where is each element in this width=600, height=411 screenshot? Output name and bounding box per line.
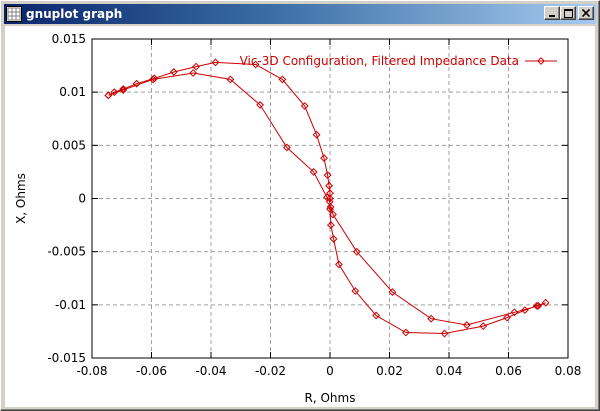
- window-title: gnuplot graph: [26, 7, 123, 21]
- data-point-marker: [352, 247, 361, 256]
- title-bar[interactable]: gnuplot graph: [4, 4, 596, 24]
- data-point-marker: [226, 75, 235, 84]
- data-point-marker: [189, 69, 198, 77]
- data-point-marker: [300, 102, 309, 110]
- data-point-marker: [169, 68, 178, 76]
- legend-marker: [537, 57, 545, 65]
- x-tick-label: -0.02: [255, 364, 286, 378]
- x-tick-label: 0: [326, 364, 334, 378]
- data-point-marker: [427, 314, 436, 323]
- data-point-marker: [251, 60, 260, 69]
- y-tick-label: -0.01: [55, 298, 86, 312]
- data-point-marker: [326, 221, 335, 229]
- data-point-marker: [329, 234, 338, 243]
- x-tick-label: -0.06: [136, 364, 167, 378]
- data-point-marker: [119, 86, 128, 94]
- x-tick-label: 0.04: [436, 364, 463, 378]
- plot-area: -0.08 -0.06 -0.04 -0.02 0 0.02 0.04 0.06 0.08 0.0…: [5, 26, 595, 407]
- data-point-marker: [335, 260, 343, 269]
- data-point-marker: [256, 101, 264, 109]
- y-tick-label: 0: [78, 192, 86, 206]
- data-point-marker: [534, 301, 543, 310]
- data-point-marker: [401, 328, 410, 337]
- data-point-marker: [149, 75, 157, 84]
- data-point-marker: [351, 287, 360, 295]
- y-tick-label: -0.015: [47, 351, 86, 365]
- data-point-marker: [119, 85, 128, 93]
- x-tick-label: -0.08: [76, 364, 107, 378]
- maximize-button[interactable]: [560, 6, 576, 20]
- data-point-marker: [503, 313, 511, 322]
- x-tick-label: -0.04: [195, 364, 226, 378]
- data-point-marker: [372, 311, 381, 320]
- data-point-marker: [211, 58, 220, 67]
- data-point-marker: [323, 171, 332, 180]
- series-line: [108, 61, 546, 335]
- y-tick-label: 0.015: [52, 32, 86, 46]
- close-button[interactable]: [578, 6, 594, 20]
- data-point-marker: [462, 321, 471, 329]
- x-tick-label: 0.02: [376, 364, 403, 378]
- x-axis-label: R, Ohms: [305, 391, 356, 405]
- data-point-marker: [110, 88, 119, 97]
- impedance-chart: -0.08 -0.06 -0.04 -0.02 0 0.02 0.04 0.06 0.08 0.0…: [14, 32, 581, 405]
- data-point-marker: [388, 288, 397, 296]
- data-point-marker: [312, 130, 321, 139]
- data-point-marker: [132, 79, 141, 88]
- data-point-marker: [192, 62, 201, 71]
- minimize-button[interactable]: [544, 6, 560, 20]
- data-point-marker: [104, 91, 113, 100]
- series: [104, 58, 550, 338]
- data-point-marker: [479, 322, 488, 331]
- data-point-marker: [325, 181, 334, 190]
- data-point-marker: [440, 329, 449, 338]
- data-point-marker: [326, 189, 334, 198]
- data-point-marker: [323, 193, 331, 202]
- legend: Vic-3D Configuration, Filtered Impedance…: [240, 54, 557, 68]
- x-tick-label: 0.08: [555, 364, 582, 378]
- data-point-marker: [510, 308, 519, 317]
- data-point-marker: [520, 306, 529, 315]
- y-axis-label: X, Ohms: [14, 173, 28, 224]
- data-point-marker: [309, 168, 318, 176]
- y-tick-label: -0.005: [47, 245, 86, 259]
- data-point-marker: [278, 75, 287, 84]
- legend-label: Vic-3D Configuration, Filtered Impedance…: [240, 54, 519, 68]
- data-point-marker: [326, 194, 334, 203]
- close-icon: [582, 9, 590, 17]
- data-point-marker: [320, 154, 328, 163]
- data-point-marker: [541, 298, 550, 307]
- data-point-marker: [532, 301, 541, 310]
- minimize-icon: [549, 15, 555, 17]
- data-point-marker: [282, 143, 291, 152]
- data-point-marker: [329, 210, 337, 219]
- data-point-marker: [326, 203, 335, 211]
- y-tick-label: 0.005: [52, 138, 86, 152]
- data-point-marker: [104, 91, 113, 100]
- maximize-icon: [563, 8, 573, 18]
- axis-ticks: -0.08 -0.06 -0.04 -0.02 0 0.02 0.04 0.06 0.08 0.0…: [47, 32, 581, 378]
- series-0: [104, 58, 550, 338]
- x-tick-label: 0.06: [495, 364, 522, 378]
- gnuplot-app-icon[interactable]: [6, 6, 22, 22]
- y-tick-label: 0.01: [59, 85, 86, 99]
